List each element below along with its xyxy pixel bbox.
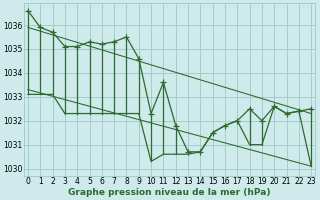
X-axis label: Graphe pression niveau de la mer (hPa): Graphe pression niveau de la mer (hPa) (68, 188, 271, 197)
